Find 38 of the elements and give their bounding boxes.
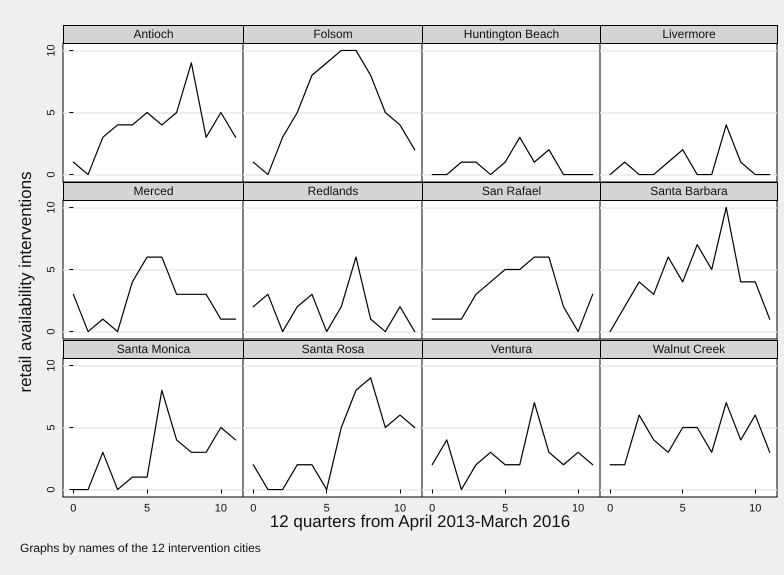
y-axis-title: retail availability interventions: [16, 171, 36, 393]
chart-title: Folsom: [243, 25, 423, 44]
x-tick-label: 5: [324, 502, 330, 514]
x-tick-label: 10: [394, 502, 406, 514]
line-series: [72, 62, 236, 176]
y-tick-label: 10: [46, 201, 58, 214]
x-tick-label: 5: [144, 502, 150, 514]
x-tick-label: 10: [572, 502, 584, 514]
x-tick-label: 0: [607, 502, 614, 514]
x-tick-label: 10: [749, 502, 762, 514]
y-tick-label: 10: [46, 44, 58, 57]
chart-title: Santa Monica: [63, 340, 244, 359]
x-tick-label: 0: [70, 502, 76, 514]
y-tick-label: 5: [46, 424, 58, 431]
y-tick-label: 0: [46, 328, 58, 335]
y-tick-label: 5: [46, 109, 58, 116]
chart-title: Santa Rosa: [243, 340, 423, 359]
line-series: [72, 256, 236, 332]
y-tick-label: 10: [46, 359, 58, 372]
chart-title: Merced: [63, 182, 244, 201]
chart-title: Santa Barbara: [600, 182, 778, 201]
x-tick-label: 0: [429, 502, 436, 514]
chart-title: Walnut Creek: [600, 340, 778, 359]
x-tick-label: 5: [502, 502, 508, 514]
chart-title: Antioch: [63, 25, 244, 44]
y-tick-label: 0: [46, 486, 58, 493]
x-tick-label: 10: [214, 502, 227, 514]
chart-title: Huntington Beach: [422, 25, 601, 44]
chart-title: Redlands: [243, 182, 423, 201]
y-tick-label: 0: [46, 171, 58, 178]
chart-title: San Rafael: [422, 182, 601, 201]
x-tick-label: 0: [250, 502, 256, 514]
chart-title: Ventura: [422, 340, 601, 359]
y-tick-label: 5: [46, 266, 58, 273]
x-tick-label: 5: [680, 502, 686, 514]
chart-title: Livermore: [600, 25, 778, 44]
text: Graphs by names of the 12 intervention cities: [20, 541, 261, 555]
x-axis-title: 12 quarters from April 2013-March 2016: [270, 512, 570, 532]
